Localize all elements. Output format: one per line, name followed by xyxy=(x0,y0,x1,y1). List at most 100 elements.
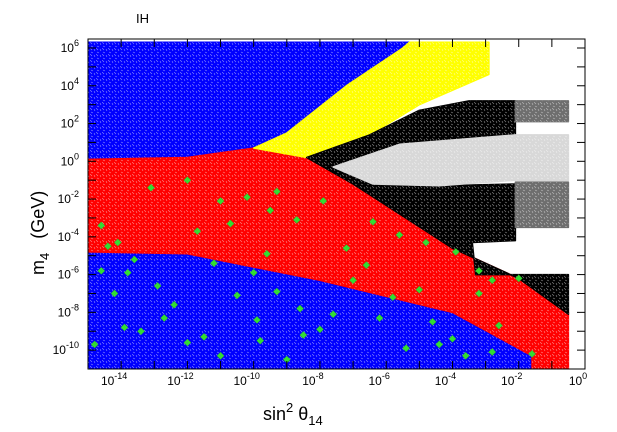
x-tick-exp: -8 xyxy=(316,371,324,381)
marker-46 xyxy=(193,227,202,236)
marker-35 xyxy=(514,274,523,283)
panel-label: IH xyxy=(136,11,149,26)
y-tick-label-1: 104 xyxy=(61,76,79,93)
x-tick-base: 10 xyxy=(569,374,583,388)
x-tick-exp: 0 xyxy=(582,371,587,381)
marker-54 xyxy=(435,340,444,349)
marker-4 xyxy=(170,300,179,309)
marker-21 xyxy=(329,310,338,319)
y-tick-exp: 4 xyxy=(74,76,79,86)
y-tick-exp: 0 xyxy=(74,151,79,161)
scatter-region-texture-7 xyxy=(515,182,569,228)
marker-15 xyxy=(183,338,192,347)
y-tick-label-3: 100 xyxy=(61,151,79,168)
marker-26 xyxy=(292,215,301,224)
plot-frame xyxy=(87,38,586,370)
marker-0 xyxy=(97,221,106,230)
y-tick-base: 10 xyxy=(53,343,67,357)
scatter-region-texture-5 xyxy=(333,134,569,186)
y-tick-label-5: 10-4 xyxy=(58,227,79,244)
marker-58 xyxy=(120,323,129,332)
x-tick-label-4: 10-6 xyxy=(369,371,390,388)
y-tick-base: 10 xyxy=(61,154,75,168)
marker-41 xyxy=(475,289,483,298)
x-axis-label-theta: θ xyxy=(293,404,308,424)
marker-6 xyxy=(216,351,225,360)
x-tick-label-1: 10-12 xyxy=(167,371,193,388)
y-tick-label-7: 10-8 xyxy=(58,302,79,319)
marker-28 xyxy=(342,244,351,253)
y-tick-exp: -6 xyxy=(71,265,79,275)
y-tick-label-2: 102 xyxy=(61,114,79,131)
x-tick-base: 10 xyxy=(501,374,515,388)
marker-32 xyxy=(451,248,460,256)
marker-18 xyxy=(263,249,271,258)
x-tick-label-3: 10-8 xyxy=(302,371,323,388)
y-tick-base: 10 xyxy=(61,79,75,93)
marker-29 xyxy=(369,217,377,226)
y-tick-label-0: 106 xyxy=(61,38,79,55)
scatter-region-texture-4 xyxy=(306,100,569,315)
marker-24 xyxy=(226,219,235,228)
scatter-region-texture-3 xyxy=(253,42,489,158)
marker-10 xyxy=(296,304,304,313)
y-axis-label-unit: (GeV) xyxy=(28,191,48,239)
x-tick-base: 10 xyxy=(369,374,383,388)
marker-9 xyxy=(272,287,281,296)
marker-23 xyxy=(183,176,192,185)
y-tick-label-4: 10-2 xyxy=(58,189,79,206)
marker-31 xyxy=(422,238,430,247)
scatter-region-texture-6 xyxy=(515,100,569,122)
marker-57 xyxy=(160,314,169,322)
y-tick-label-8: 10-10 xyxy=(53,340,79,357)
marker-59 xyxy=(97,266,106,275)
plot-area xyxy=(88,41,570,369)
x-tick-label-7: 100 xyxy=(569,371,587,388)
x-axis-label: sin2 θ14 xyxy=(263,400,323,428)
marker-36 xyxy=(362,261,371,270)
x-axis-label-sub: 14 xyxy=(308,413,322,428)
x-tick-exp: -4 xyxy=(448,371,456,381)
y-tick-exp: 6 xyxy=(74,38,79,48)
axis-ticks xyxy=(87,39,586,370)
y-tick-exp: -4 xyxy=(71,227,79,237)
marker-49 xyxy=(272,187,281,196)
y-tick-base: 10 xyxy=(58,268,72,282)
scatter-region-texture-0 xyxy=(88,42,410,160)
scatter-region-texture-1 xyxy=(88,251,532,369)
y-axis-label: m4 (GeV) xyxy=(28,191,52,275)
x-tick-base: 10 xyxy=(167,374,181,388)
marker-30 xyxy=(395,231,404,239)
x-axis-label-sup: 2 xyxy=(286,400,293,415)
y-tick-exp: -2 xyxy=(71,189,79,199)
x-tick-base: 10 xyxy=(435,374,449,388)
marker-51 xyxy=(349,276,357,285)
x-tick-exp: -12 xyxy=(181,371,194,381)
x-tick-label-6: 10-2 xyxy=(501,371,522,388)
y-tick-base: 10 xyxy=(58,305,72,319)
y-tick-base: 10 xyxy=(61,41,75,55)
marker-20 xyxy=(299,331,308,339)
y-tick-exp: 2 xyxy=(74,114,79,124)
marker-47 xyxy=(216,197,225,205)
marker-22 xyxy=(147,183,155,192)
y-tick-label-6: 10-6 xyxy=(58,265,79,282)
marker-5 xyxy=(200,333,208,341)
x-tick-exp: -10 xyxy=(247,371,260,381)
marker-44 xyxy=(103,242,112,251)
marker-17 xyxy=(249,268,258,277)
marker-55 xyxy=(461,351,470,360)
x-tick-exp: -6 xyxy=(382,371,390,381)
scatter-region-texture-2 xyxy=(88,148,569,369)
y-tick-exp: -10 xyxy=(66,340,79,350)
x-tick-base: 10 xyxy=(302,374,316,388)
x-tick-exp: -14 xyxy=(114,371,127,381)
marker-50 xyxy=(256,336,265,345)
marker-14 xyxy=(137,327,145,336)
y-axis-label-base: m xyxy=(28,260,48,275)
marker-43 xyxy=(528,350,536,358)
marker-33 xyxy=(475,266,483,275)
marker-12 xyxy=(90,340,99,349)
marker-37 xyxy=(388,293,397,302)
y-axis-label-sub: 4 xyxy=(37,253,52,260)
